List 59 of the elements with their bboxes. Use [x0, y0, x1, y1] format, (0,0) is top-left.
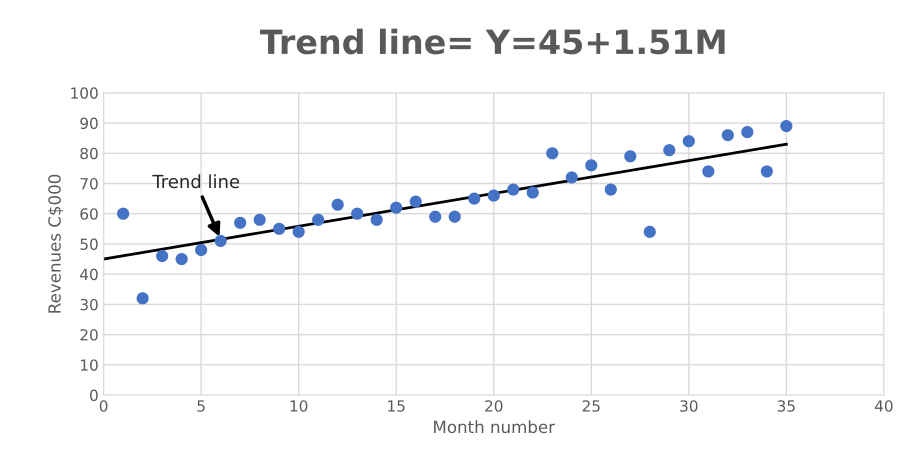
point	[195, 244, 208, 256]
point	[214, 234, 227, 247]
x-tick-label: 20	[485, 400, 502, 412]
point	[234, 216, 246, 229]
point	[780, 120, 792, 132]
point	[176, 252, 188, 266]
x-tick-label: 5	[197, 400, 205, 412]
point	[624, 150, 636, 162]
point	[526, 186, 539, 199]
point	[682, 135, 695, 148]
point	[429, 210, 442, 223]
point	[566, 171, 578, 184]
y-tick-label: 10	[80, 359, 98, 371]
x-tick-label: 10	[290, 400, 308, 412]
y-tick-label: 50	[80, 238, 98, 250]
point	[702, 165, 714, 178]
chart-title: Trend line= Y=45+1.51M	[260, 28, 725, 54]
x-tick-label: 30	[680, 400, 698, 412]
point	[136, 292, 149, 304]
y-tick-label: 0	[90, 390, 98, 402]
point	[332, 198, 344, 211]
y-tick-label: 20	[80, 329, 98, 341]
point	[273, 222, 286, 235]
point	[351, 208, 364, 220]
point	[254, 214, 266, 226]
point	[312, 214, 324, 226]
point	[741, 126, 754, 138]
point	[156, 250, 168, 262]
y-tick-label: 100	[71, 87, 98, 99]
y-tick-label: 80	[80, 148, 98, 160]
point	[760, 165, 773, 178]
point	[448, 210, 461, 223]
point	[722, 129, 734, 142]
point	[370, 214, 383, 226]
x-tick-label: 25	[582, 400, 600, 412]
y-tick-label: 40	[80, 268, 98, 280]
point	[644, 226, 656, 238]
x-tick-label: 40	[874, 400, 893, 412]
point	[410, 196, 422, 208]
y-tick-label: 60	[80, 208, 98, 220]
point	[585, 159, 598, 172]
point	[292, 226, 305, 238]
point	[507, 183, 520, 196]
point	[468, 192, 480, 205]
annotation: Trend line	[152, 174, 240, 188]
point	[663, 144, 676, 156]
point	[390, 202, 402, 214]
x-tick-label: 35	[778, 400, 795, 412]
x-tick-label: 15	[388, 400, 405, 412]
point	[488, 190, 500, 202]
y-axis-title: Revenues C$000	[48, 174, 64, 313]
point	[604, 183, 617, 196]
x-tick-label: 0	[100, 400, 108, 412]
y-tick-label: 30	[80, 298, 98, 310]
point	[546, 147, 558, 160]
y-tick-label: 90	[80, 118, 98, 130]
y-tick-label: 70	[80, 178, 98, 190]
x-axis-title: Month number	[434, 420, 556, 434]
point	[117, 208, 130, 220]
